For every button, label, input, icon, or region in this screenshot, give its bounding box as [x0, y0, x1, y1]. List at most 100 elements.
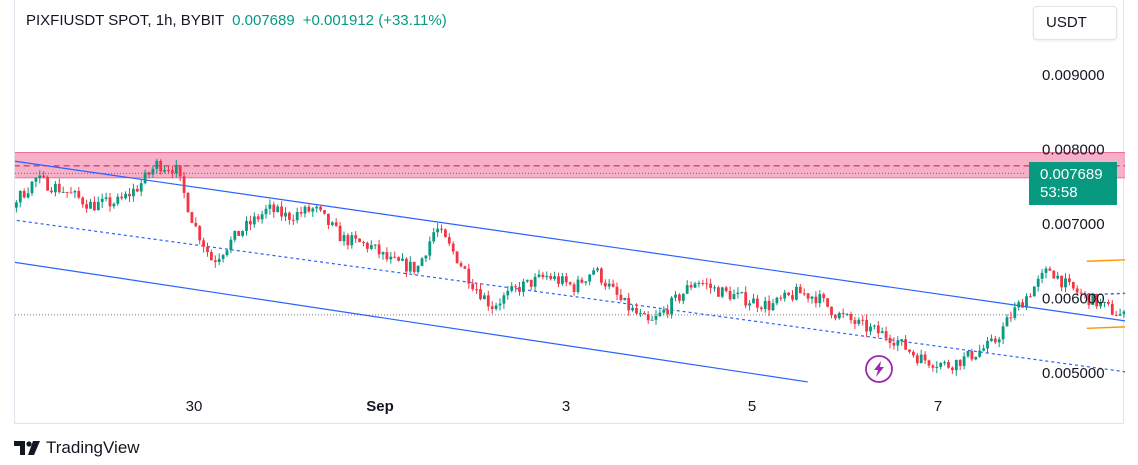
candle-body	[241, 230, 244, 236]
candle-body	[486, 295, 490, 307]
candle-body	[89, 201, 92, 209]
candle-body	[564, 276, 568, 283]
candle-body	[619, 294, 623, 301]
candle-body	[974, 356, 978, 360]
x-axis-tick-label: 5	[748, 398, 756, 415]
price-tag-value: 0.007689	[1040, 166, 1103, 183]
candle-body	[393, 256, 397, 258]
candle-body	[1036, 278, 1040, 287]
candle-body	[354, 235, 358, 239]
candle-body	[85, 204, 88, 209]
candle-body	[865, 320, 868, 332]
candle-body	[830, 306, 833, 316]
candle-body	[802, 293, 806, 295]
candle-body	[880, 331, 884, 334]
descending-channel-lower-line[interactable]	[15, 250, 808, 383]
candle-body	[15, 202, 18, 208]
candle-body	[252, 216, 256, 225]
candle-body	[479, 289, 482, 300]
candle-body	[572, 284, 576, 292]
candle-body	[444, 229, 447, 238]
y-axis-tick-label: 0.009000	[1042, 67, 1105, 84]
range-channel-upper-line[interactable]	[1086, 250, 1125, 262]
candle-body	[947, 362, 950, 368]
candle-body	[728, 290, 732, 300]
candle-body	[966, 351, 970, 357]
candle-body	[475, 289, 478, 291]
candle-body	[116, 196, 120, 204]
tradingview-logo[interactable]: TradingView	[14, 438, 140, 458]
candle-body	[1001, 326, 1005, 340]
candle-body	[658, 312, 662, 316]
candle-body	[1009, 317, 1013, 319]
candle-body	[104, 197, 108, 199]
candle-body	[451, 243, 455, 252]
candle-body	[1095, 294, 1099, 307]
candle-body	[1114, 314, 1118, 316]
candle-body	[233, 230, 237, 240]
candle-body	[533, 276, 537, 287]
candle-body	[436, 228, 439, 233]
candle-body	[1025, 296, 1028, 308]
candle-body	[311, 208, 315, 212]
candle-body	[596, 268, 599, 271]
candle-body	[767, 300, 771, 311]
candle-body	[561, 276, 564, 284]
candle-body	[1087, 293, 1091, 305]
candle-body	[627, 297, 631, 311]
candle-body	[272, 204, 276, 213]
candle-body	[896, 341, 900, 346]
candle-body	[237, 230, 241, 236]
candle-body	[327, 213, 330, 225]
candle-body	[709, 283, 712, 288]
candle-body	[888, 337, 892, 343]
chart-frame[interactable]: 0.009000 0.008000 0.007000 0.006000 0.005000…	[14, 0, 1125, 424]
candle-body	[303, 206, 307, 214]
candle-body	[623, 297, 627, 301]
candle-body	[424, 255, 428, 259]
currency-button[interactable]: USDT	[1033, 6, 1117, 40]
candle-body	[416, 265, 420, 272]
candle-body	[174, 165, 178, 174]
candle-body	[962, 356, 966, 366]
price-chart[interactable]: 0.009000 0.008000 0.007000 0.006000 0.005000…	[15, 0, 1125, 424]
candle-body	[377, 244, 381, 255]
descending-channel-upper-line[interactable]	[15, 150, 1125, 340]
candle-body	[171, 170, 174, 174]
candle-body	[54, 183, 57, 193]
candle-body	[845, 314, 849, 316]
range-channel-lower-line[interactable]	[1086, 317, 1125, 329]
candle-body	[954, 359, 958, 371]
candle-body	[366, 242, 369, 249]
candle-body	[1103, 302, 1106, 304]
candle-body	[22, 190, 26, 198]
candle-body	[143, 172, 147, 184]
candle-body	[471, 283, 475, 290]
candle-body	[837, 313, 841, 319]
candle-body	[206, 246, 209, 253]
descending-channel-middle-line[interactable]	[15, 209, 1125, 377]
candle-body	[717, 287, 720, 297]
candle-body	[759, 307, 763, 309]
candle-body	[135, 188, 139, 192]
candle-body	[93, 201, 96, 211]
candle-body	[849, 314, 853, 321]
last-price-tag: 0.007689 53:58	[1029, 162, 1117, 205]
candle-body	[307, 206, 311, 212]
candle-body	[615, 286, 619, 295]
candle-body	[342, 235, 346, 242]
candle-body	[502, 295, 506, 304]
candle-body	[763, 300, 767, 309]
candle-body	[447, 237, 451, 244]
candle-body	[319, 206, 322, 211]
candle-body	[787, 292, 790, 296]
candle-body	[412, 261, 416, 272]
candle-body	[494, 305, 498, 309]
y-axis-tick-label: 0.006000	[1042, 291, 1105, 308]
candle-body	[225, 250, 229, 256]
candle-body	[958, 359, 962, 366]
candle-body	[139, 183, 143, 192]
candle-body	[362, 242, 365, 244]
candle-body	[124, 193, 127, 199]
candle-body	[1099, 302, 1102, 307]
